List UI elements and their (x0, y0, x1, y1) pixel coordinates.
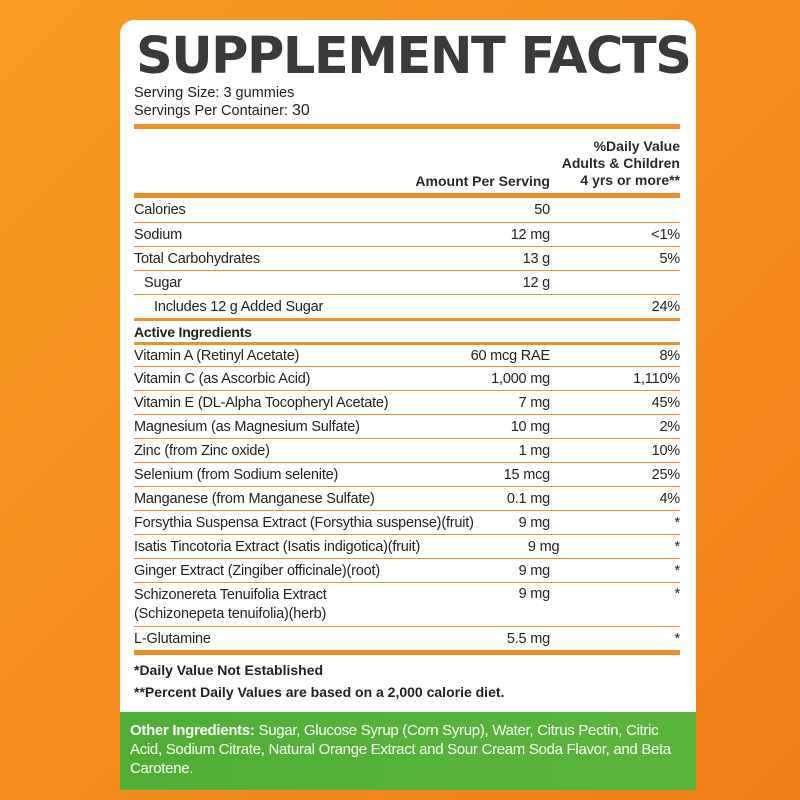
divider-thick (134, 124, 680, 129)
table-row: L-Glutamine 5.5 mg * (134, 626, 680, 650)
amount-per-serving-header: Amount Per Serving (415, 173, 550, 189)
table-row: Vitamin A (Retinyl Acetate) 60 mcg RAE 8… (134, 342, 680, 366)
nutrition-list: Calories 50 Sodium 12 mg <1% Total Carbo… (134, 198, 680, 318)
table-row: Vitamin E (DL-Alpha Tocopheryl Acetate) … (134, 390, 680, 414)
table-row: Manganese (from Manganese Sulfate) 0.1 m… (134, 486, 680, 510)
servings-value: 30 (291, 102, 310, 119)
table-row: Forsythia Suspensa Extract (Forsythia su… (134, 510, 680, 534)
active-ingredients-heading: Active Ingredients (134, 318, 680, 342)
divider-thick (134, 193, 680, 198)
table-row: Magnesium (as Magnesium Sulfate) 10 mg 2… (134, 414, 680, 438)
other-ingredients-box: Other Ingredients: Sugar, Glucose Syrup … (120, 712, 696, 790)
table-row: Zinc (from Zinc oxide) 1 mg 10% (134, 438, 680, 462)
servings-per-container: Servings Per Container: 30 (134, 102, 680, 120)
other-ingredients-text: Sugar, Glucose Syrup (Corn Syrup), Water… (130, 722, 671, 777)
supplement-facts-panel: SUPPLEMENT FACTS Serving Size: 3 gummies… (120, 20, 696, 720)
page-title: SUPPLEMENT FACTS (136, 27, 692, 86)
servings-label: Servings Per Container: (134, 103, 288, 119)
table-row: Schizonereta Tenuifolia Extract (Schizon… (134, 582, 680, 626)
table-row: Selenium (from Sodium selenite) 15 mcg 2… (134, 462, 680, 486)
table-row: Total Carbohydrates 13 g 5% (134, 246, 680, 270)
table-row: Ginger Extract (Zingiber officinale)(roo… (134, 558, 680, 582)
footnote-dv-not-established: *Daily Value Not Established (134, 662, 324, 678)
daily-value-header: %Daily Value Adults & Children 4 yrs or … (561, 138, 680, 188)
other-ingredients-label: Other Ingredients: (130, 722, 255, 739)
table-row: Vitamin C (as Ascorbic Acid) 1,000 mg 1,… (134, 366, 680, 390)
table-row: Includes 12 g Added Sugar 24% (134, 294, 680, 318)
table-row: Sugar 12 g (134, 270, 680, 294)
table-header: Amount Per Serving %Daily Value Adults &… (134, 129, 680, 193)
serving-size: Serving Size: 3 gummies (134, 85, 295, 101)
footnote-percent-daily-values: **Percent Daily Values are based on a 2,… (134, 684, 505, 700)
table-row: Calories 50 (134, 202, 550, 218)
table-row: Isatis Tincotoria Extract (Isatis indigo… (134, 534, 680, 558)
divider-thick (134, 650, 680, 655)
table-row: Sodium 12 mg <1% (134, 222, 680, 246)
active-ingredients-list: Vitamin A (Retinyl Acetate) 60 mcg RAE 8… (134, 342, 680, 650)
